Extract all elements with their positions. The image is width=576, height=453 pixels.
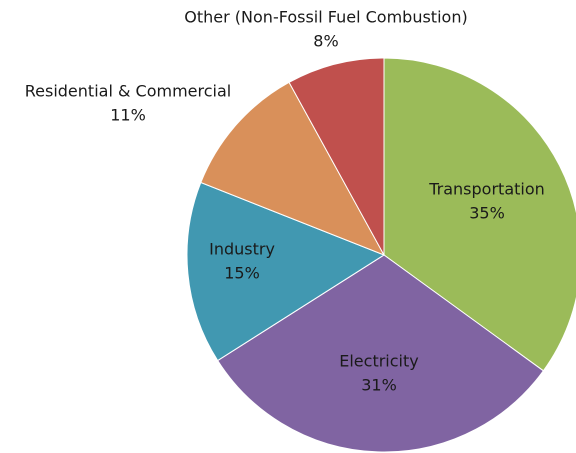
slice-label: Industry [209,240,275,259]
pie-slice [383,57,576,372]
pie-slice [186,181,386,362]
pie-slice [200,81,386,256]
slice-label: Transportation [428,180,545,199]
slice-value-label: 35% [469,204,505,223]
slice-label: Other (Non-Fossil Fuel Combustion) [184,8,467,27]
slice-label: Electricity [339,352,418,371]
slice-value-label: 8% [313,32,338,51]
slice-label: Residential & Commercial [25,82,231,101]
pie-slice [216,254,545,453]
slice-value-label: 31% [361,376,397,395]
slice-value-label: 11% [110,106,146,125]
slice-value-label: 15% [224,264,260,283]
pie-slice [288,57,385,256]
